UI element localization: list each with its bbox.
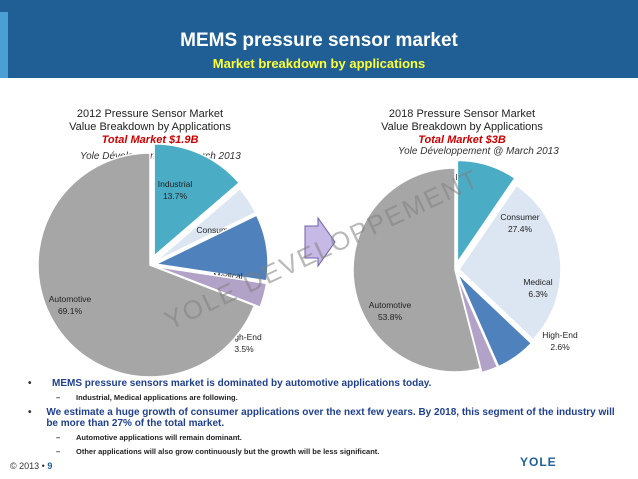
pie-slice-medical: [153, 214, 269, 282]
pie-slice-consumer: [154, 187, 257, 263]
pie-label-consumer: Consumer: [196, 225, 235, 235]
bullet-list: • MEMS pressure sensors market is domina…: [28, 378, 618, 461]
sub-bullet-mark: –: [56, 433, 61, 442]
pie-slice-industrial: [153, 143, 241, 258]
right-chart-heading: 2018 Pressure Sensor Market Value Breakd…: [352, 108, 572, 147]
pie-slice-medical: [456, 272, 533, 368]
pie-label-automotive: Automotive: [369, 300, 412, 310]
pie-label-medical: Medical: [213, 271, 242, 281]
pie-slice-automotive: [37, 152, 256, 378]
header: MEMS pressure sensor market Market break…: [0, 0, 638, 78]
pie-label-high-end: High-End: [226, 332, 262, 342]
sub-bullet-mark: –: [56, 447, 61, 456]
pie-label-consumer-value: 27.4%: [508, 224, 533, 234]
pie-slice-industrial: [456, 159, 516, 265]
pie-label-high-end-value: 2.6%: [550, 342, 570, 352]
sub-bullet-text: Industrial, Medical applications are fol…: [76, 393, 238, 402]
right-chart-heading-line2: Value Breakdown by Applications: [381, 121, 543, 133]
bullet-text: MEMS pressure sensors market is dominate…: [52, 378, 432, 389]
pie-slice-automotive: [352, 167, 482, 373]
right-chart-total: Total Market $3B: [418, 134, 506, 146]
bullet-text: We estimate a huge growth of consumer ap…: [46, 407, 615, 429]
pie-slice-consumer: [457, 184, 562, 341]
pie-label-medical-value: 6.3%: [528, 289, 548, 299]
header-stripe: [0, 12, 8, 78]
header-bar: [0, 0, 638, 78]
sub-bullet-item: – Automotive applications will remain do…: [56, 433, 618, 442]
bullet-item: • MEMS pressure sensors market is domina…: [28, 378, 618, 389]
left-chart-heading-line2: Value Breakdown by Applications: [69, 121, 231, 133]
right-chart-source: Yole Développement @ March 2013: [398, 146, 559, 157]
sub-bullet-item: – Industrial, Medical applications are f…: [56, 393, 618, 402]
sub-bullet-text: Other applications will also grow contin…: [76, 447, 380, 456]
sub-bullet-text: Automotive applications will remain domi…: [76, 433, 242, 442]
pie-label-automotive-value: 53.8%: [378, 312, 403, 322]
right-pie-chart: Industrial9.5%Consumer27.4%Medical6.3%Hi…: [352, 159, 578, 374]
pie-label-medical: Medical: [523, 277, 552, 287]
copyright: © 2013 •: [10, 461, 45, 471]
page-subtitle: Market breakdown by applications: [212, 56, 426, 71]
pie-label-high-end: High-End: [542, 330, 578, 340]
page-number: 9: [47, 461, 53, 471]
pie-slice-high-end: [155, 265, 268, 309]
pie-label-automotive: Automotive: [49, 294, 92, 304]
page-title: MEMS pressure sensor market: [180, 30, 458, 51]
left-chart-total: Total Market $1.9B: [101, 134, 199, 146]
bullet-mark: •: [28, 378, 32, 389]
pie-slice-high-end: [455, 273, 499, 374]
yole-logo: YOLE: [520, 455, 557, 469]
pie-label-automotive-value: 69.1%: [58, 306, 83, 316]
pie-label-industrial: Industrial: [158, 179, 193, 189]
right-chart-heading-line1: 2018 Pressure Sensor Market: [388, 108, 536, 120]
left-chart-heading-line1: 2012 Pressure Sensor Market: [76, 108, 224, 120]
bullet-item: • We estimate a huge growth of consumer …: [28, 407, 618, 429]
pie-label-high-end-value: 3.5%: [234, 344, 254, 354]
footer: © 2013 • 9: [10, 461, 52, 471]
arrow-icon: [304, 216, 336, 268]
pie-label-industrial-value: 13.7%: [163, 191, 188, 201]
pie-label-consumer: Consumer: [500, 212, 539, 222]
bullet-mark: •: [28, 407, 32, 418]
left-pie-chart: Industrial13.7%Consumer4.1%Medical9.6%Hi…: [37, 143, 269, 378]
left-chart-heading: 2012 Pressure Sensor Market Value Breakd…: [40, 108, 260, 147]
sub-bullet-mark: –: [56, 393, 61, 402]
sub-bullet-item: – Other applications will also grow cont…: [56, 447, 618, 456]
